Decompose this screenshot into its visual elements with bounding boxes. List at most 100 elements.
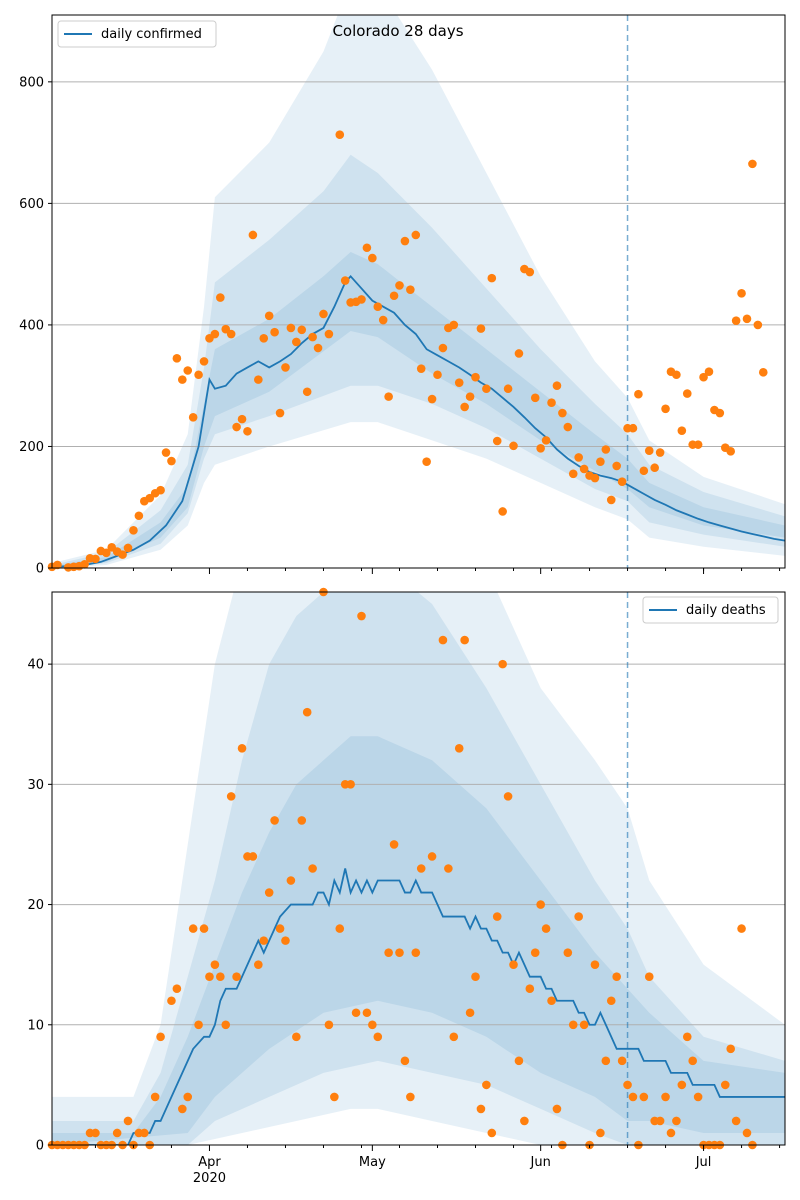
deaths-observed-point — [205, 972, 214, 981]
deaths-observed-point — [221, 1020, 231, 1030]
confirmed-observed-point — [129, 526, 138, 535]
deaths-ytick-label: 10 — [27, 1018, 44, 1033]
confirmed-observed-point — [503, 384, 513, 394]
deaths-observed-point — [444, 864, 453, 873]
confirmed-observed-point — [422, 457, 431, 466]
confirmed-observed-point — [156, 485, 165, 495]
deaths-observed-point — [552, 1104, 562, 1114]
confirmed-observed-point — [699, 372, 708, 382]
confirmed-observed-point — [286, 323, 296, 333]
confirmed-observed-point — [471, 372, 480, 382]
confirmed-observed-point — [758, 368, 768, 377]
confirmed-observed-point — [438, 343, 448, 353]
confirmed-observed-point — [433, 370, 442, 380]
confirmed-observed-point — [655, 448, 665, 457]
confirmed-observed-points — [47, 130, 768, 572]
deaths-observed-point — [655, 1116, 665, 1126]
confirmed-observed-point — [742, 314, 752, 324]
confirmed-observed-point — [101, 548, 111, 558]
deaths-observed-point — [346, 780, 355, 789]
deaths-observed-point — [232, 972, 241, 981]
confirmed-observed-point — [726, 447, 736, 456]
confirmed-observed-point — [384, 392, 393, 401]
deaths-observed-point — [547, 996, 556, 1006]
deaths-observed-point — [140, 1128, 149, 1138]
confirmed-observed-point — [232, 422, 241, 432]
deaths-observed-point — [601, 1056, 611, 1066]
confirmed-observed-point — [357, 295, 366, 304]
confirmed-observed-point — [167, 456, 176, 466]
deaths-observed-point — [742, 1128, 752, 1138]
deaths-observed-point — [123, 1116, 133, 1126]
confirmed-observed-point — [395, 281, 404, 290]
confirmed-observed-point — [612, 461, 621, 471]
confirmed-observed-point — [601, 445, 611, 454]
confirmed-observed-point — [178, 375, 187, 384]
deaths-observed-point — [514, 1056, 524, 1066]
confirmed-observed-point — [237, 414, 247, 424]
deaths-legend: daily deaths — [642, 596, 779, 624]
confirmed-observed-point — [259, 333, 269, 343]
deaths-observed-point — [688, 1056, 697, 1066]
deaths-observed-point — [216, 972, 225, 981]
deaths-band-2 — [52, 736, 785, 1145]
confirmed-axes: 0 200 400 600 800 — [19, 14, 786, 577]
confirmed-observed-point — [411, 230, 421, 240]
confirmed-observed-point — [487, 273, 497, 283]
deaths-observed-point — [384, 948, 393, 957]
confirmed-legend: daily confirmed — [57, 20, 217, 48]
confirmed-observed-point — [123, 543, 133, 553]
deaths-observed-point — [492, 912, 502, 921]
confirmed-observed-point — [617, 477, 627, 487]
deaths-observed-point — [596, 1128, 605, 1138]
confirmed-observed-point — [460, 402, 469, 412]
confirmed-observed-point — [188, 412, 198, 422]
deaths-observed-point — [351, 1008, 361, 1018]
confirmed-observed-point — [80, 560, 89, 569]
deaths-observed-point — [498, 659, 507, 669]
confirmed-observed-point — [194, 370, 203, 380]
deaths-observed-point — [362, 1008, 372, 1018]
deaths-observed-point — [275, 924, 285, 933]
confirmed-observed-point — [509, 441, 518, 451]
deaths-observed-point — [167, 996, 176, 1006]
deaths-observed-point — [411, 948, 421, 957]
xtick-label: Jul — [695, 1155, 712, 1170]
confirmed-observed-point — [210, 329, 220, 339]
deaths-observed-point — [509, 960, 518, 969]
confirmed-observed-point — [492, 436, 502, 446]
confirmed-observed-point — [536, 443, 545, 453]
deaths-observed-point — [454, 743, 464, 753]
deaths-observed-point — [476, 1104, 486, 1114]
deaths-observed-point — [368, 1020, 377, 1030]
confirmed-observed-point — [308, 332, 317, 342]
confirmed-observed-point — [172, 354, 182, 363]
deaths-observed-point — [606, 996, 616, 1006]
deaths-observed-point — [248, 852, 258, 861]
deaths-observed-point — [178, 1104, 187, 1114]
confirmed-ytick-label: 400 — [19, 318, 44, 333]
xtick-year-label: 2020 — [193, 1171, 226, 1186]
confirmed-observed-point — [362, 243, 372, 253]
confirmed-frame — [51, 14, 786, 569]
deaths-observed-point — [400, 1056, 410, 1066]
confirmed-observed-point — [416, 364, 426, 373]
deaths-observed-point — [427, 852, 437, 861]
deaths-observed-point — [259, 936, 269, 945]
deaths-observed-point — [210, 960, 220, 969]
confirmed-observed-point — [449, 320, 459, 330]
confirmed-median — [52, 274, 785, 568]
deaths-gridlines — [52, 663, 785, 1026]
legend-label-deaths: daily deaths — [686, 603, 766, 618]
deaths-median — [52, 868, 785, 1145]
deaths-observed-point — [590, 960, 600, 969]
deaths-observed-point — [639, 1092, 649, 1102]
deaths-observed-point — [726, 1044, 736, 1054]
confirmed-observed-point — [368, 253, 377, 263]
confirmed-observed-point — [574, 453, 583, 462]
confirmed-observed-point — [628, 423, 638, 433]
confirmed-panel: 0 200 400 600 800 daily confirmed Colorado 2… — [19, 14, 786, 577]
confirmed-observed-point — [199, 357, 209, 366]
deaths-observed-point — [644, 972, 654, 981]
